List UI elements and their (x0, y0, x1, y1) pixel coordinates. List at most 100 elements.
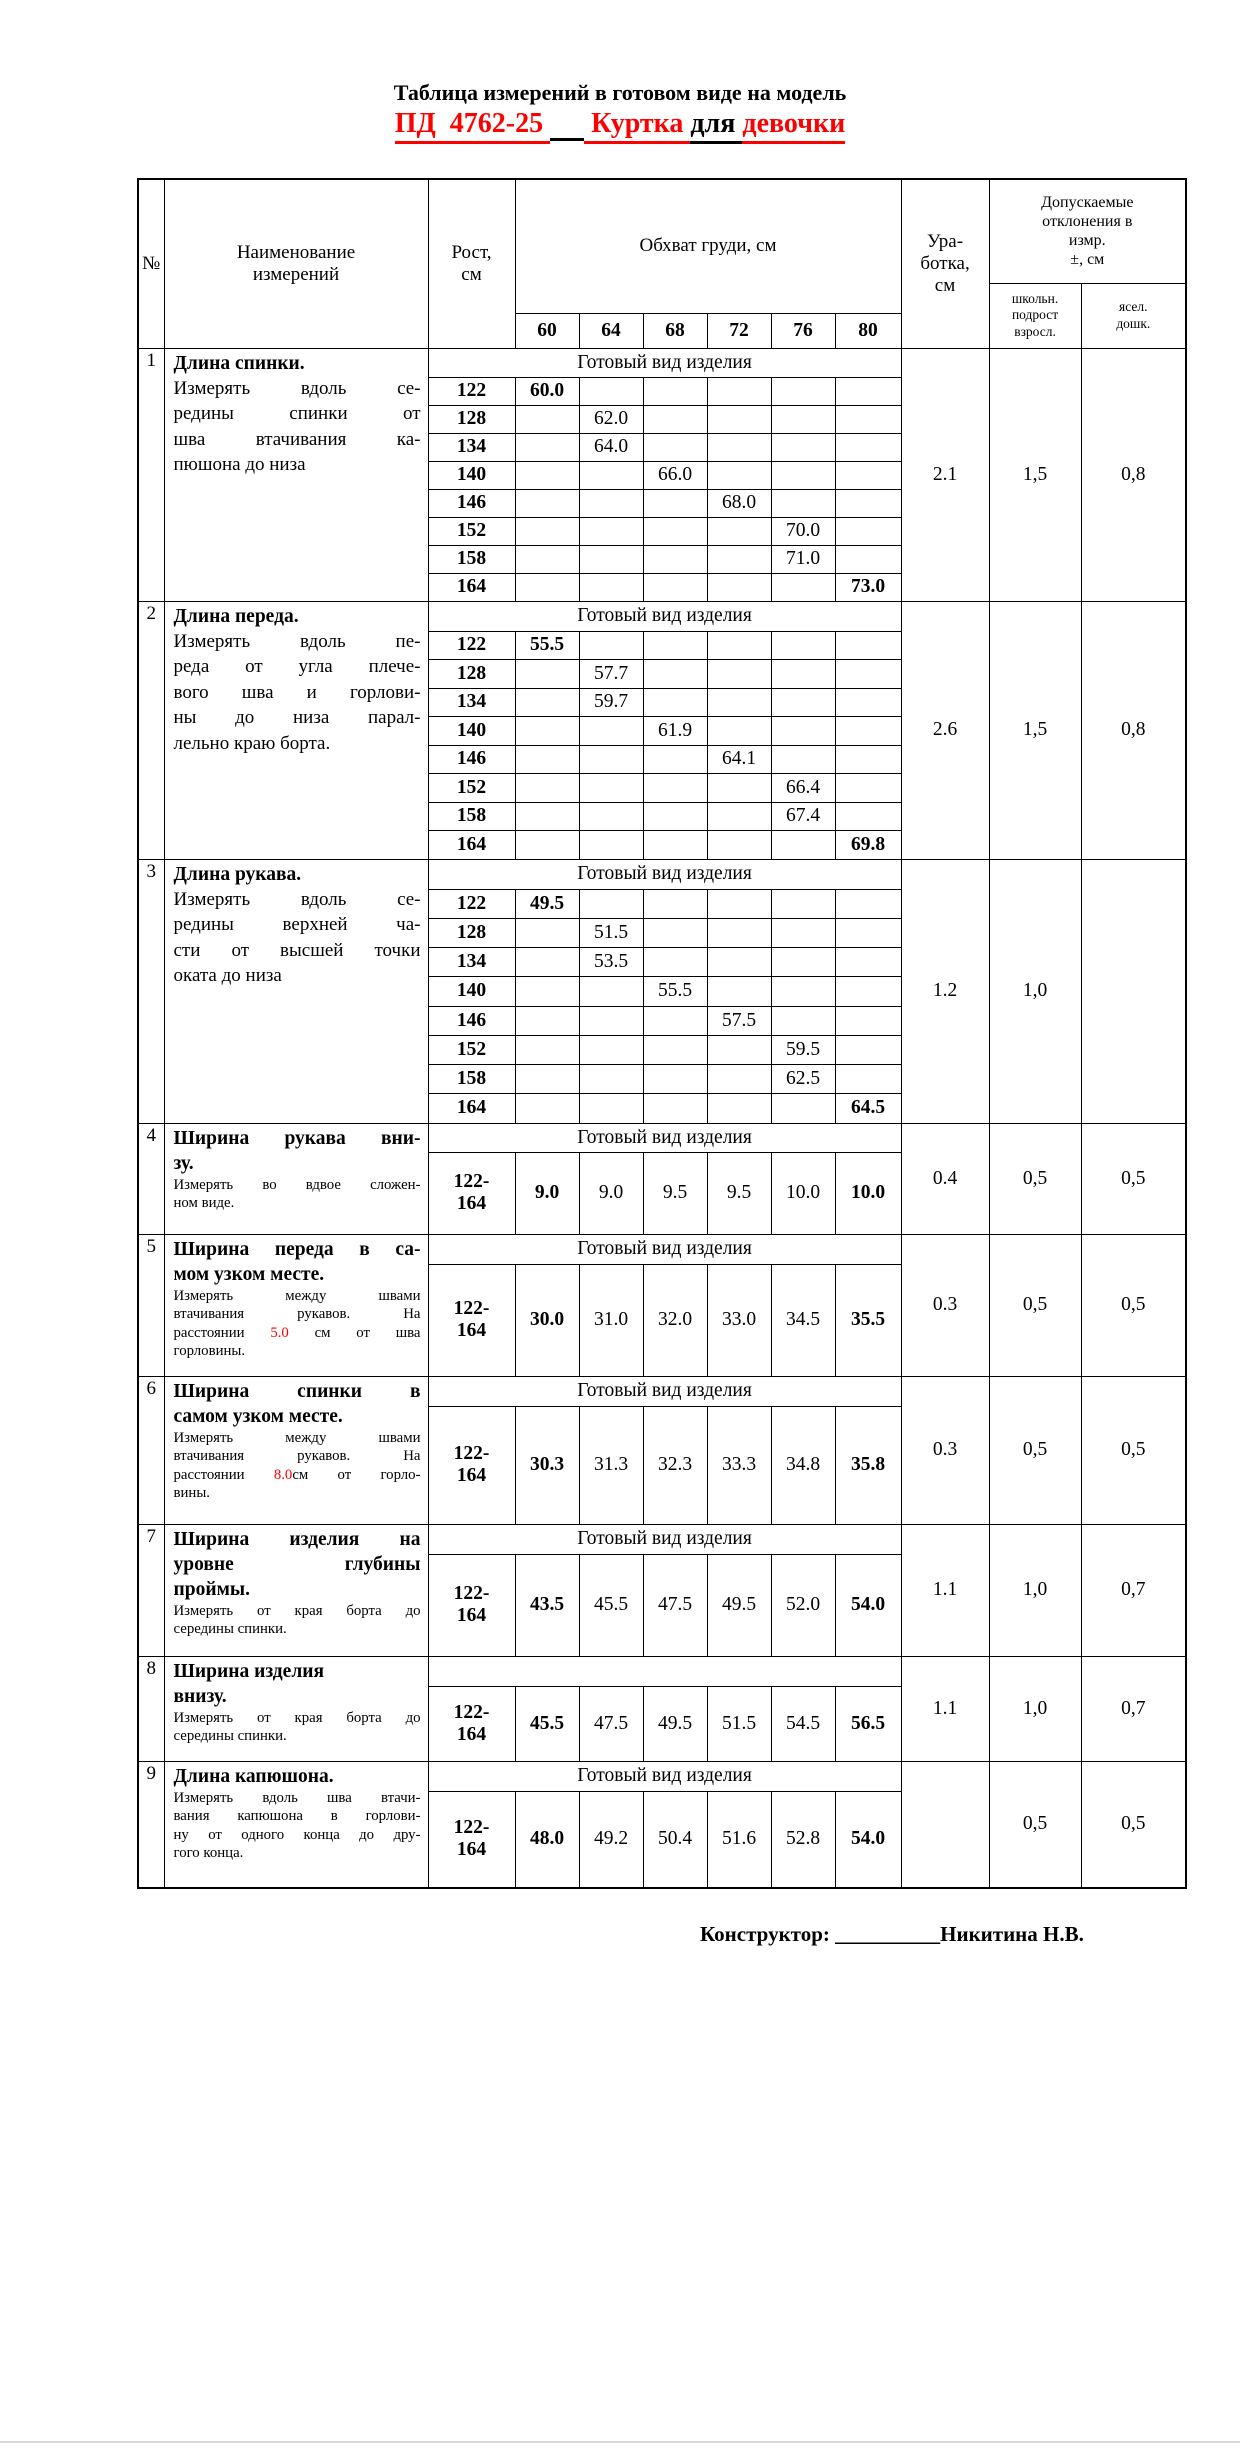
measurement-desc-line: горловины. (173, 1343, 246, 1359)
desc-text: см от горло- (292, 1466, 421, 1483)
measurement-value (578, 1005, 644, 1036)
deviation-nursery-value: 0,5 (1080, 1375, 1187, 1525)
deviation-nursery-value: 0,7 (1080, 1655, 1187, 1762)
measurement-value (834, 976, 902, 1007)
measurement-value (642, 946, 708, 978)
height-label: 164 (427, 830, 516, 860)
measurement-value: 73.0 (834, 572, 902, 602)
red-distance-value: 8.0 (273, 1466, 293, 1483)
shrinkage-value: 0.3 (900, 1233, 990, 1377)
desc-text: расстоянии (173, 1324, 271, 1341)
measurement-value (706, 404, 772, 434)
deviation-school-value: 1,0 (988, 858, 1082, 1124)
col-header-school-group: школьн. подрост взросл. (988, 282, 1082, 349)
measurement-value: 45.5 (514, 1685, 580, 1762)
height-label: 158 (427, 1063, 516, 1095)
measurement-value: 59.5 (770, 1034, 836, 1066)
measurement-value (834, 1034, 902, 1066)
measurement-value (770, 888, 836, 919)
deviation-school-value: 1,5 (988, 347, 1082, 602)
measurement-value (834, 1005, 902, 1036)
measurement-title-line: Длина переда. (173, 605, 299, 627)
deviation-nursery-value: 0,5 (1080, 1760, 1187, 1889)
measurement-value (642, 432, 708, 462)
size-header: 60 (514, 312, 580, 349)
measurement-value: 54.5 (770, 1685, 836, 1762)
section-number: 3 (137, 858, 165, 1124)
measurement-title-line: самом узком месте. (173, 1405, 343, 1427)
measurement-value (578, 544, 644, 574)
measurement-value: 31.0 (578, 1263, 644, 1377)
measurement-value: 55.5 (642, 976, 708, 1007)
deviation-school-value: 1,0 (988, 1655, 1082, 1762)
measurement-value (642, 1034, 708, 1066)
measurement-value: 51.5 (578, 917, 644, 949)
height-range-label: 122- 164 (427, 1790, 516, 1889)
measurement-value (514, 488, 580, 518)
measurement-value (834, 460, 902, 490)
ready-view-label: Готовый вид изделия (427, 858, 902, 890)
height-range-label: 122- 164 (427, 1685, 516, 1762)
section-number: 7 (137, 1523, 165, 1657)
section-number: 4 (137, 1122, 165, 1235)
subtitle-segment: для (690, 108, 743, 145)
deviation-school-value: 1,5 (988, 600, 1082, 860)
measurement-value: 47.5 (642, 1553, 708, 1657)
page-bottom-divider (0, 2441, 1240, 2443)
measurement-desc-line: Измерять во вдвое сложен- (173, 1176, 421, 1193)
measurement-value (834, 687, 902, 717)
measurement-title-line: Длина рукава. (173, 863, 302, 885)
measurement-value (706, 1034, 772, 1066)
measurement-value (770, 1093, 836, 1124)
measurement-value: 43.5 (514, 1553, 580, 1657)
measurement-value (514, 544, 580, 574)
measurement-value (770, 572, 836, 602)
measurement-desc-line: вого шва и горлови- (173, 681, 421, 703)
measurement-value (706, 946, 772, 978)
measurement-value (514, 830, 580, 860)
measurement-desc-line: Измерять от края борта до (173, 1602, 421, 1619)
measurement-value (706, 888, 772, 919)
measurement-value (642, 917, 708, 949)
measurement-title-line: внизу. (173, 1685, 227, 1707)
ready-view-label: Готовый вид изделия (427, 1523, 902, 1555)
measurement-desc-line: ны до низа парал- (173, 707, 421, 728)
measurement-value: 66.4 (770, 773, 836, 803)
measurement-value: 35.5 (834, 1263, 902, 1377)
measurement-value (514, 432, 580, 462)
measurement-value: 10.0 (834, 1151, 902, 1235)
measurement-value: 62.0 (578, 404, 644, 434)
measurement-value (642, 687, 708, 717)
measurement-value (706, 516, 772, 546)
measurement-value (578, 716, 644, 746)
measurement-value (834, 801, 902, 831)
measurement-desc-line: расстоянии 5.0 см от шва (174, 1324, 421, 1343)
measurement-value (514, 801, 580, 831)
measurement-title-line: Длина спинки. (173, 352, 305, 374)
measurement-desc-line: шва втачивания ка- (173, 428, 421, 450)
subtitle-segment: Куртка (584, 108, 691, 145)
ready-view-label: Готовый вид изделия (427, 1122, 902, 1153)
measurement-value (834, 716, 902, 746)
measurement-value: 34.8 (770, 1405, 836, 1525)
measurement-value (706, 630, 772, 660)
measurement-value (706, 544, 772, 574)
measurement-desc-line: Измерять от края борта до (173, 1709, 421, 1726)
height-label: 140 (427, 976, 516, 1007)
measurement-value: 57.5 (706, 1005, 772, 1036)
measurement-value (642, 630, 708, 660)
height-range-label: 122- 164 (427, 1151, 516, 1235)
height-label: 122 (427, 376, 516, 406)
measurement-title-line: Ширина рукава вни- (173, 1127, 421, 1149)
measurement-name: Длина капюшона. Измерять вдоль шва втачи-… (163, 1760, 429, 1889)
measurement-title-line: зу. (173, 1152, 194, 1174)
measurement-value (642, 544, 708, 574)
height-label: 134 (427, 687, 516, 717)
measurement-value: 62.5 (770, 1063, 836, 1095)
deviation-nursery-value: 0,7 (1080, 1523, 1187, 1657)
height-label: 152 (427, 1034, 516, 1066)
measurement-name: Длина спинки. Измерять вдоль се-редины сп… (163, 347, 429, 602)
measurement-desc-line: втачивания рукавов. На (173, 1448, 421, 1464)
section-number: 8 (137, 1655, 165, 1762)
deviation-school-value: 0,5 (988, 1233, 1082, 1377)
